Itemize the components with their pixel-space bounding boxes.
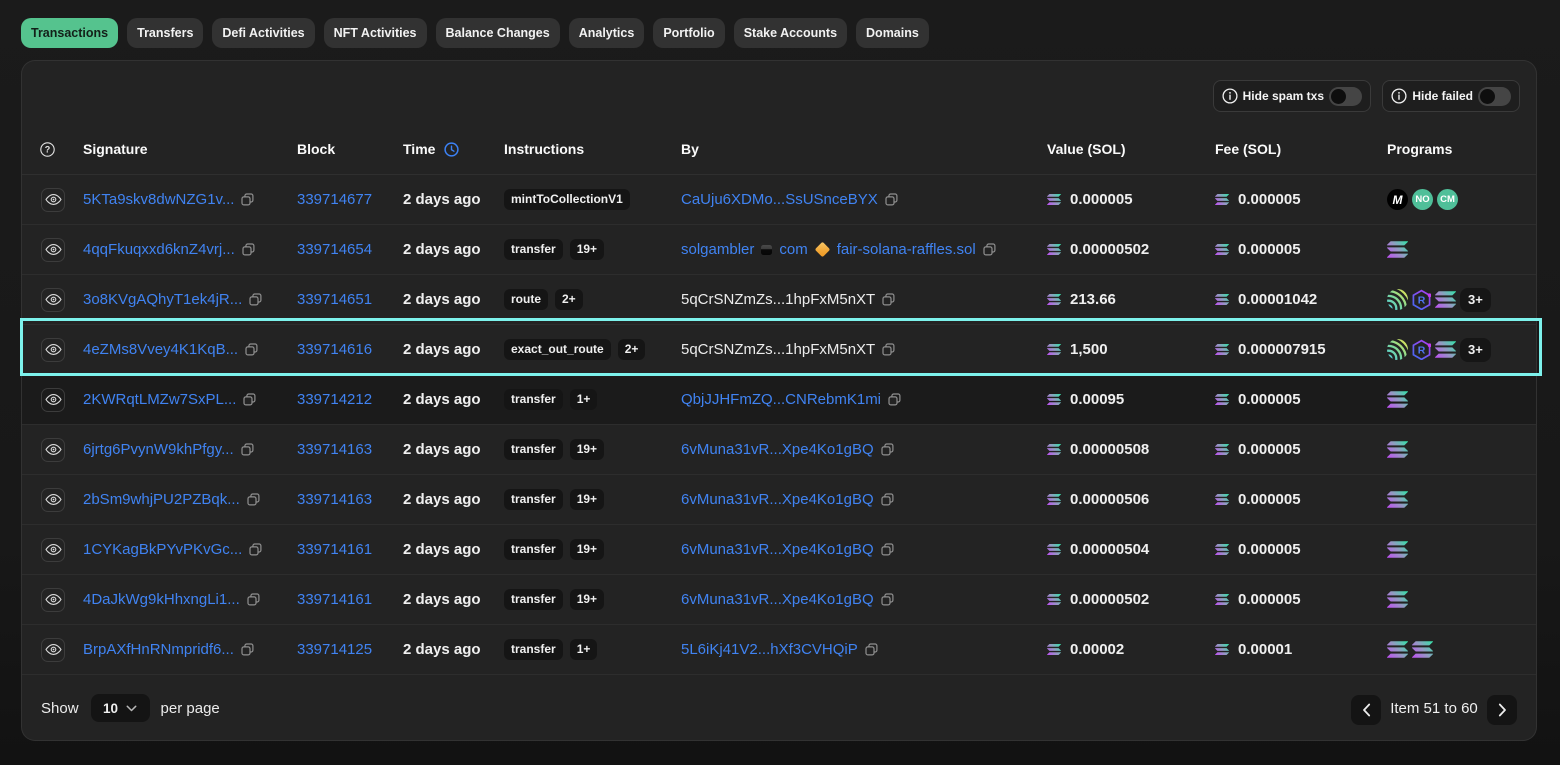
svg-text:R: R [1418,294,1426,306]
svg-text:R: R [1418,344,1426,356]
svg-text:M: M [1393,193,1404,207]
svg-text:?: ? [45,144,51,154]
